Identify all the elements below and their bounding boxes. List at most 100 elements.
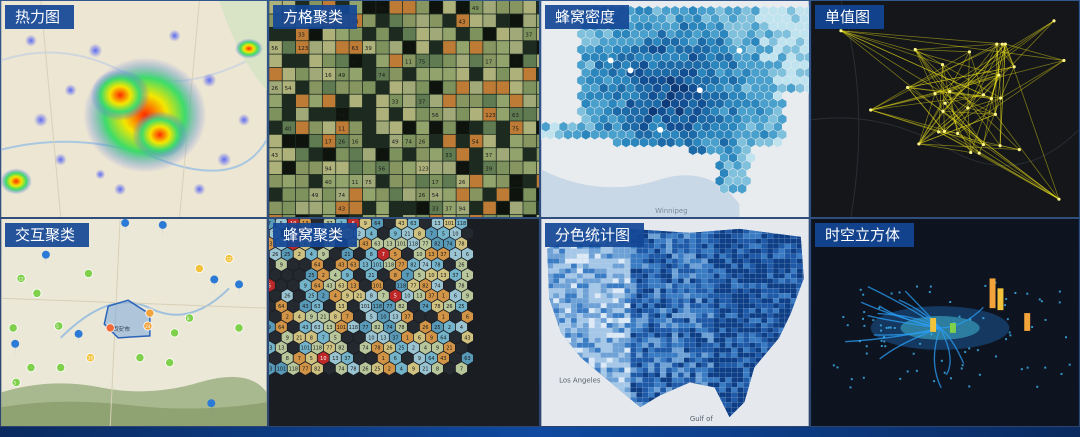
county-cell: [553, 283, 560, 289]
county-cell: [737, 372, 744, 378]
hex-cell: [598, 129, 609, 141]
spacetime-cube-canvas: [811, 219, 1079, 426]
panel-choropleth[interactable]: Los Angeles Gulf of 分色统计图: [540, 218, 810, 427]
panel-heatmap[interactable]: 热力图: [0, 0, 268, 218]
cluster-marker[interactable]: [16, 273, 26, 283]
panel-grid-cluster[interactable]: 1649742654433337945612363394011751726164…: [268, 0, 540, 218]
county-cell: [576, 283, 583, 289]
cluster-marker[interactable]: [56, 363, 66, 373]
flow-line: [840, 30, 984, 145]
county-cell: [624, 357, 631, 363]
county-cell: [624, 248, 631, 254]
panel-spacetime-cube[interactable]: 时空立方体: [810, 218, 1080, 427]
cluster-marker[interactable]: [194, 263, 204, 274]
panel-hex-cluster[interactable]: 7510133716964436313101118778274782625249…: [268, 218, 540, 427]
hex-cluster-value: 5: [334, 335, 337, 341]
county-cell: [665, 243, 673, 249]
county-cell: [761, 268, 768, 274]
flow-line: [995, 114, 1060, 200]
map-label-los-angeles: Los Angeles: [559, 376, 601, 384]
cluster-marker[interactable]: [26, 363, 36, 373]
cluster-marker[interactable]: [8, 323, 18, 333]
grid-cell-value: 43: [458, 19, 465, 25]
panel-interactive-cluster[interactable]: 西安市 12 5 24 8 28 12 5 交互聚类: [0, 218, 268, 427]
county-cell: [636, 317, 643, 324]
cluster-marker[interactable]: [165, 358, 175, 368]
county-cell: [778, 268, 786, 274]
hex-cluster-value: 25: [284, 252, 290, 258]
county-cell: [725, 263, 732, 269]
county-cell: [737, 387, 744, 393]
county-cell: [618, 332, 625, 338]
cube-voxel: [879, 324, 882, 327]
county-cell: [689, 283, 696, 289]
county-cell: [576, 253, 583, 259]
cluster-marker[interactable]: [224, 254, 234, 264]
hex-cluster-value: 21: [422, 367, 428, 373]
cluster-marker[interactable]: [85, 353, 95, 363]
county-cell: [767, 303, 774, 309]
cube-voxel: [1004, 304, 1007, 307]
cluster-marker[interactable]: [32, 288, 42, 298]
county-cell: [725, 233, 732, 239]
county-cell: [743, 243, 750, 249]
county-cell: [547, 263, 554, 269]
county-cell: [654, 327, 661, 333]
county-cell: [683, 332, 690, 338]
cluster-marker[interactable]: [105, 323, 115, 333]
county-cell: [600, 337, 607, 343]
panel-hex-density[interactable]: Winnipeg 蜂窝密度: [540, 0, 810, 218]
grid-cell: [456, 94, 470, 108]
grid-cell: [416, 27, 429, 41]
cluster-marker[interactable]: [170, 328, 180, 338]
cluster-marker[interactable]: [145, 308, 155, 318]
grid-cell: [443, 215, 456, 217]
county-cell: [683, 288, 690, 294]
county-cell: [665, 278, 673, 284]
grid-cell: [523, 14, 536, 27]
grid-cell: [443, 134, 456, 148]
county-cell: [695, 377, 702, 383]
cluster-marker[interactable]: [143, 321, 153, 331]
county-cell: [648, 332, 655, 338]
cube-voxel: [862, 317, 865, 320]
hex-cluster-value: 6: [454, 294, 457, 300]
cluster-marker[interactable]: [135, 353, 145, 363]
county-cell: [743, 372, 750, 378]
county-cell: [553, 253, 560, 259]
county-cell: [642, 278, 649, 284]
cube-voxel: [1005, 338, 1008, 341]
county-cell: [636, 397, 643, 403]
cluster-marker[interactable]: [184, 313, 195, 323]
county-cell: [689, 352, 696, 358]
cluster-marker[interactable]: [234, 323, 244, 333]
panel-single-value[interactable]: 单值图: [810, 0, 1080, 218]
county-cell: [582, 278, 589, 284]
cluster-marker[interactable]: [54, 321, 64, 331]
grid-cell-value: 43: [271, 153, 278, 159]
cluster-marker[interactable]: [83, 268, 93, 279]
county-cell: [570, 253, 578, 259]
county-cell: [588, 288, 595, 294]
cube-voxel: [949, 300, 952, 303]
county-cell: [648, 253, 655, 259]
county-cell: [594, 352, 601, 358]
county-cell: [725, 402, 732, 408]
hex-cluster-value: 9: [304, 283, 307, 289]
county-cell: [743, 238, 750, 244]
grid-cell: [349, 134, 363, 148]
county-cell: [630, 327, 637, 333]
hex-cluster-value: 7: [430, 231, 433, 237]
grid-cell: [349, 67, 363, 81]
grid-cell: [523, 1, 536, 14]
county-cell: [743, 233, 750, 239]
hex-cluster-value: 64: [440, 335, 446, 341]
county-cell: [713, 263, 720, 269]
cluster-marker[interactable]: [11, 377, 21, 387]
county-cell: [671, 347, 679, 353]
county-cell: [749, 293, 756, 299]
grid-cell: [469, 14, 483, 27]
grid-cell-value: 74: [338, 193, 345, 199]
flow-node: [936, 130, 941, 134]
grid-cell: [483, 94, 496, 108]
